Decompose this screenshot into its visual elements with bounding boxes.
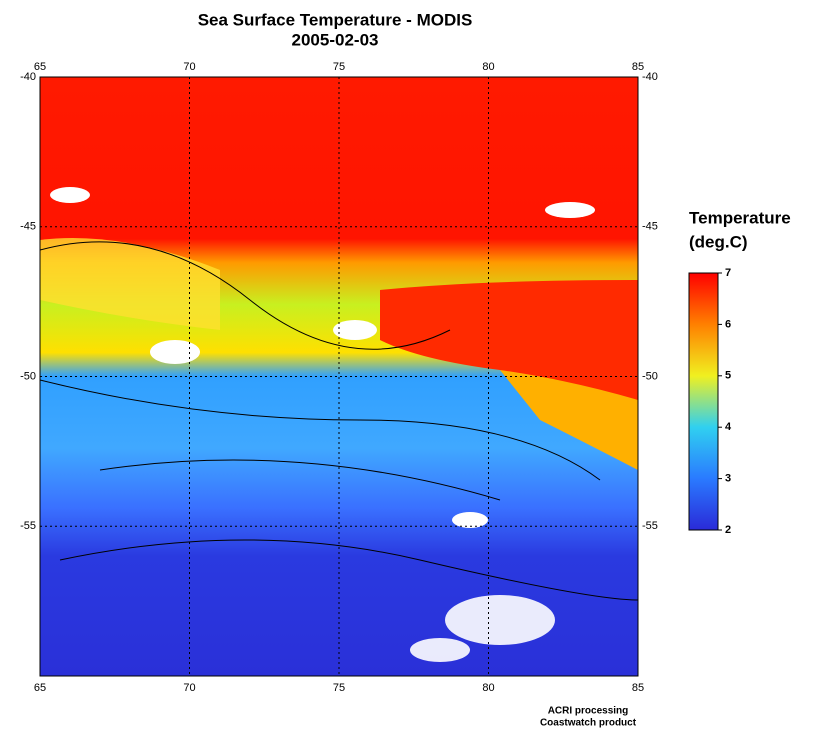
x-tick-label: 70 [183,61,195,73]
cloud [150,340,200,364]
map-frame [39,76,639,677]
y-tick-label: -55 [642,520,658,532]
x-tick-label: 75 [333,61,345,73]
y-tick-label: -50 [20,370,36,382]
cloud [452,512,488,528]
x-tick-label: 70 [183,682,195,694]
footer: ACRI processing [548,706,629,717]
cloud [333,320,377,340]
cloud [545,202,595,218]
colorbar-tick-label: 2 [725,524,731,536]
front [40,238,220,330]
x-tick-label: 80 [482,682,494,694]
title: Sea Surface Temperature - MODIS [198,10,473,29]
x-tick-label: 75 [333,682,345,694]
cloud [410,638,470,662]
y-tick-label: -40 [20,71,36,83]
cloud [50,187,90,203]
warm-tongue [380,280,638,400]
colorbar-tick-label: 7 [725,267,731,279]
bathymetry-contour [40,241,638,601]
y-tick-label: -45 [642,221,658,233]
colorbar-tick-label: 5 [725,370,731,382]
sst-image [40,77,638,676]
colorbar-tick-label: 6 [725,318,731,330]
y-tick-label: -40 [642,71,658,83]
cloud [445,595,555,645]
colorbar-tick-label: 4 [725,421,732,433]
colorbar-tick-label: 3 [725,473,731,485]
x-tick-label: 80 [482,61,494,73]
y-tick-label: -50 [642,370,658,382]
colorbar-title: (deg.C) [689,232,748,251]
footer: Coastwatch product [540,718,637,729]
x-tick-label: 65 [34,682,46,694]
colorbar-title: Temperature [689,208,791,227]
x-tick-label: 85 [632,61,644,73]
warm-tongue [500,370,638,470]
y-tick-label: -55 [20,520,36,532]
colorbar [688,272,719,531]
x-tick-label: 65 [34,61,46,73]
y-tick-label: -45 [20,221,36,233]
subtitle: 2005-02-03 [292,30,379,49]
x-tick-label: 85 [632,682,644,694]
